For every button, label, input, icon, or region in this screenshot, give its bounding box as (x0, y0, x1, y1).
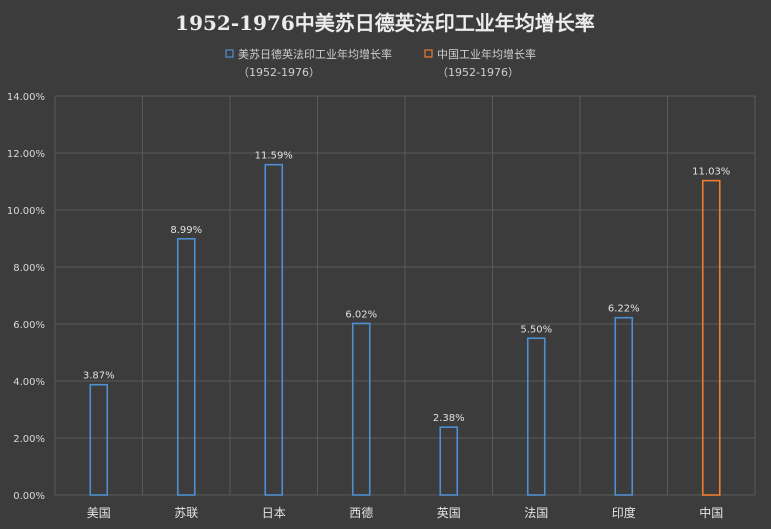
bars (89, 163, 721, 496)
bar-1-4[interactable] (351, 322, 371, 496)
data-label: 6.02% (345, 309, 377, 320)
chart-title: 1952-1976中美苏日德英法印工业年均增长率 (175, 11, 595, 35)
data-label: 11.59% (255, 151, 293, 162)
data-label: 3.87% (83, 371, 115, 382)
y-tick-label: 10.00% (7, 206, 45, 217)
legend: 美苏日德英法印工业年均增长率 （1952-1976） 中国工业年均增长率 （19… (225, 47, 536, 79)
legend-label-series-1-line-2: （1952-1976） (238, 66, 320, 79)
bar-1-2[interactable] (176, 237, 196, 496)
gridlines (54, 95, 756, 496)
bar-1-6[interactable] (526, 337, 546, 496)
y-axis-ticks: 0.00% 2.00% 4.00% 6.00% 8.00% 10.00% 12.00% 14.… (7, 92, 45, 502)
y-tick-label: 2.00% (13, 434, 45, 445)
legend-item-series-2[interactable]: 中国工业年均增长率 （1952-1976） (424, 47, 536, 79)
y-tick-label: 12.00% (7, 149, 45, 160)
data-labels: 3.87% 8.99% 11.59% 6.02% 2.38% 5.50% 6.22% 11.0… (83, 151, 730, 424)
x-category-label: 印度 (612, 505, 636, 520)
y-tick-label: 6.00% (13, 320, 45, 331)
data-label: 6.22% (608, 304, 640, 315)
x-category-label: 西德 (349, 505, 373, 520)
data-label: 11.03% (692, 167, 730, 178)
x-category-label: 苏联 (174, 506, 198, 520)
bar-1-3[interactable] (264, 163, 284, 496)
x-axis-categories: 美国 苏联 日本 西德 英国 法国 印度 中国 (87, 505, 724, 520)
x-category-label: 美国 (87, 506, 111, 520)
y-tick-label: 0.00% (13, 491, 45, 502)
bar-1-1[interactable] (89, 383, 109, 496)
legend-label-series-1-line-1: 美苏日德英法印工业年均增长率 (238, 47, 392, 61)
bar-1-5[interactable] (439, 426, 459, 496)
y-tick-label: 4.00% (13, 377, 45, 388)
x-category-label: 法国 (524, 506, 548, 520)
x-category-label: 日本 (262, 506, 286, 520)
bar-2-8[interactable] (701, 179, 721, 496)
data-label: 8.99% (170, 225, 202, 236)
legend-item-series-1[interactable]: 美苏日德英法印工业年均增长率 （1952-1976） (225, 47, 392, 79)
x-category-label: 英国 (437, 506, 461, 520)
legend-swatch-series-2 (424, 49, 433, 58)
data-label: 2.38% (433, 413, 465, 424)
y-tick-label: 8.00% (13, 263, 45, 274)
bar-1-7[interactable] (614, 316, 634, 496)
data-label: 5.50% (520, 324, 552, 335)
legend-swatch-series-1 (225, 49, 234, 58)
y-tick-label: 14.00% (7, 92, 45, 103)
legend-label-series-2-line-1: 中国工业年均增长率 (437, 47, 536, 61)
x-category-label: 中国 (699, 505, 723, 520)
legend-label-series-2-line-2: （1952-1976） (437, 66, 519, 79)
